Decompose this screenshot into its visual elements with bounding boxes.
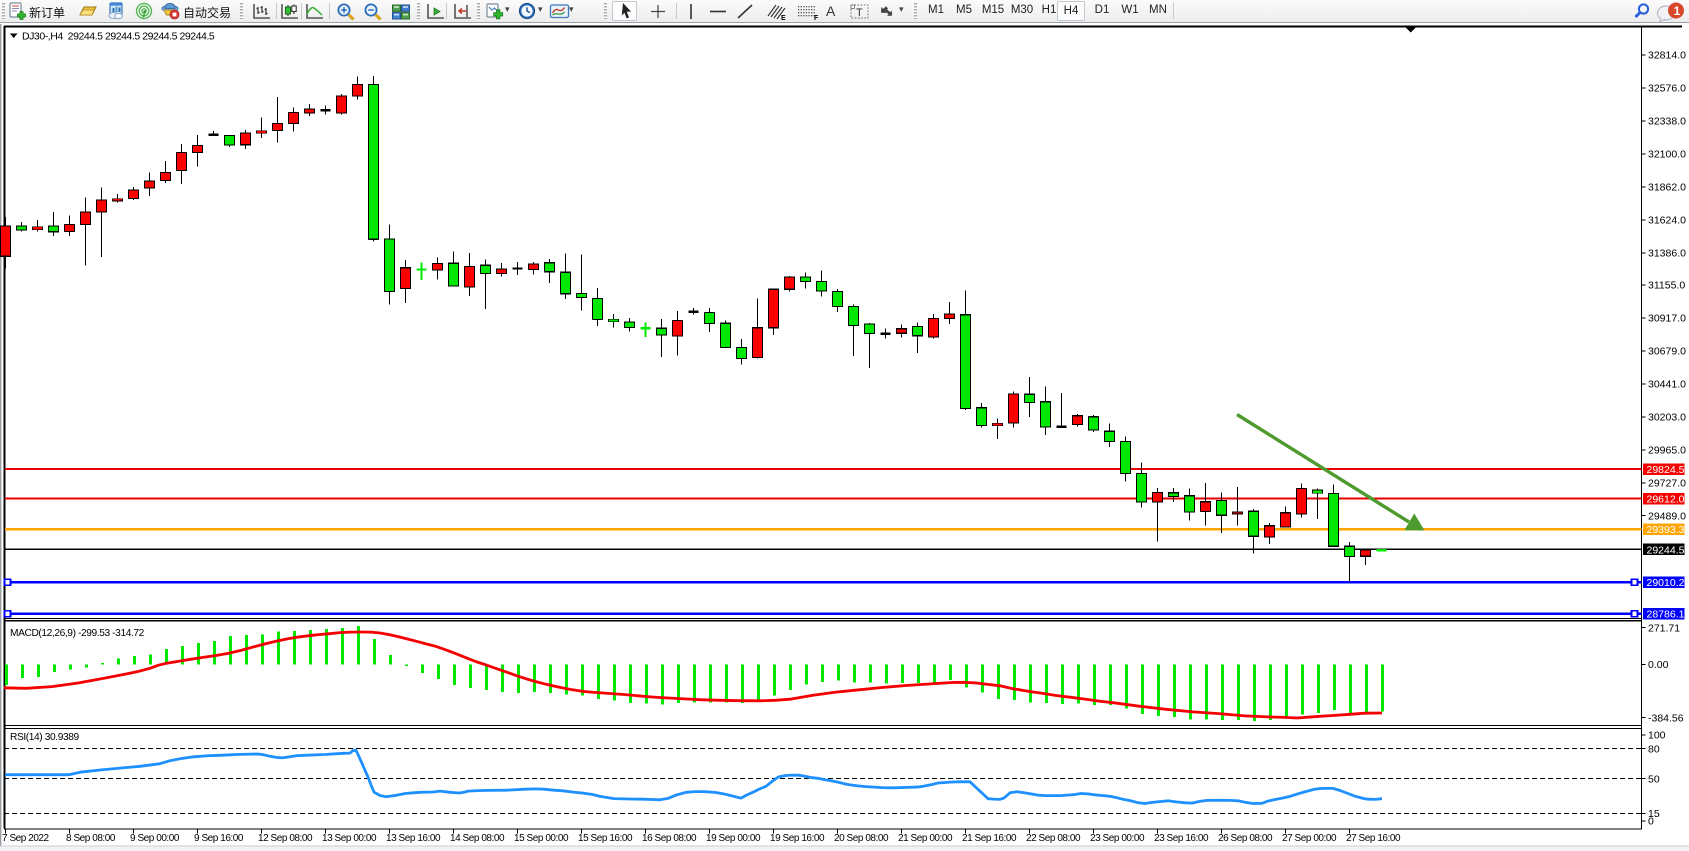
svg-text:E: E bbox=[781, 15, 786, 22]
svg-text:0.00: 0.00 bbox=[1648, 659, 1669, 671]
svg-text:50: 50 bbox=[1648, 773, 1660, 785]
svg-text:80: 80 bbox=[1648, 743, 1660, 755]
svg-text:MACD(12,26,9) -299.53 -314.72: MACD(12,26,9) -299.53 -314.72 bbox=[10, 628, 145, 639]
svg-text:29727.0: 29727.0 bbox=[1648, 478, 1686, 490]
svg-text:32576.0: 32576.0 bbox=[1648, 83, 1686, 95]
svg-text:28786.1: 28786.1 bbox=[1647, 609, 1685, 621]
svg-text:30917.0: 30917.0 bbox=[1648, 313, 1686, 325]
svg-text:20 Sep 08:00: 20 Sep 08:00 bbox=[834, 833, 889, 844]
svg-text:31155.0: 31155.0 bbox=[1648, 280, 1685, 292]
svg-text:21 Sep 16:00: 21 Sep 16:00 bbox=[962, 833, 1017, 844]
svg-text:31386.0: 31386.0 bbox=[1648, 248, 1686, 260]
svg-text:23 Sep 16:00: 23 Sep 16:00 bbox=[1154, 833, 1209, 844]
svg-text:DJ30-,H4 29244.5 29244.5 2924: DJ30-,H4 29244.5 29244.5 29244.5 29244.5 bbox=[22, 31, 215, 43]
svg-text:29393.3: 29393.3 bbox=[1647, 524, 1685, 536]
svg-text:RSI(14) 30.9389: RSI(14) 30.9389 bbox=[10, 732, 79, 743]
svg-text:8 Sep 08:00: 8 Sep 08:00 bbox=[66, 833, 116, 844]
svg-text:22 Sep 08:00: 22 Sep 08:00 bbox=[1026, 833, 1081, 844]
svg-text:30679.0: 30679.0 bbox=[1648, 346, 1686, 358]
svg-text:13 Sep 00:00: 13 Sep 00:00 bbox=[322, 833, 377, 844]
svg-text:29612.0: 29612.0 bbox=[1647, 494, 1685, 506]
svg-text:9 Sep 00:00: 9 Sep 00:00 bbox=[130, 833, 180, 844]
svg-text:9 Sep 16:00: 9 Sep 16:00 bbox=[194, 833, 244, 844]
svg-text:27 Sep 00:00: 27 Sep 00:00 bbox=[1282, 833, 1337, 844]
svg-text:31624.0: 31624.0 bbox=[1648, 215, 1686, 227]
svg-text:14 Sep 08:00: 14 Sep 08:00 bbox=[450, 833, 505, 844]
svg-text:19 Sep 16:00: 19 Sep 16:00 bbox=[770, 833, 825, 844]
svg-text:29824.5: 29824.5 bbox=[1647, 464, 1685, 476]
svg-text:16 Sep 08:00: 16 Sep 08:00 bbox=[642, 833, 697, 844]
svg-text:7 Sep 2022: 7 Sep 2022 bbox=[2, 833, 50, 844]
svg-text:23 Sep 00:00: 23 Sep 00:00 bbox=[1090, 833, 1145, 844]
svg-text:30441.0: 30441.0 bbox=[1648, 379, 1686, 391]
svg-text:1: 1 bbox=[1674, 4, 1681, 18]
svg-text:29244.5: 29244.5 bbox=[1647, 544, 1685, 556]
svg-text:15 Sep 00:00: 15 Sep 00:00 bbox=[514, 833, 569, 844]
svg-text:27 Sep 16:00: 27 Sep 16:00 bbox=[1346, 833, 1401, 844]
svg-text:T: T bbox=[856, 7, 863, 19]
svg-text:12 Sep 08:00: 12 Sep 08:00 bbox=[258, 833, 313, 844]
svg-text:-384.56: -384.56 bbox=[1648, 712, 1684, 724]
svg-text:15: 15 bbox=[1648, 808, 1660, 820]
svg-text:15 Sep 16:00: 15 Sep 16:00 bbox=[578, 833, 633, 844]
svg-text:F: F bbox=[814, 15, 819, 22]
svg-text:21 Sep 00:00: 21 Sep 00:00 bbox=[898, 833, 953, 844]
svg-text:30203.0: 30203.0 bbox=[1648, 412, 1686, 424]
svg-text:0: 0 bbox=[1648, 816, 1654, 828]
svg-text:29010.2: 29010.2 bbox=[1647, 577, 1685, 589]
svg-text:31862.0: 31862.0 bbox=[1648, 182, 1686, 194]
svg-text:29965.0: 29965.0 bbox=[1648, 445, 1686, 457]
svg-text:32814.0: 32814.0 bbox=[1648, 50, 1686, 62]
svg-text:29489.0: 29489.0 bbox=[1648, 511, 1686, 523]
svg-text:100: 100 bbox=[1648, 730, 1666, 742]
svg-text:19 Sep 00:00: 19 Sep 00:00 bbox=[706, 833, 761, 844]
svg-text:32338.0: 32338.0 bbox=[1648, 116, 1686, 128]
svg-text:271.71: 271.71 bbox=[1648, 622, 1680, 634]
svg-text:32100.0: 32100.0 bbox=[1648, 149, 1686, 161]
svg-text:13 Sep 16:00: 13 Sep 16:00 bbox=[386, 833, 441, 844]
svg-text:26 Sep 08:00: 26 Sep 08:00 bbox=[1218, 833, 1273, 844]
